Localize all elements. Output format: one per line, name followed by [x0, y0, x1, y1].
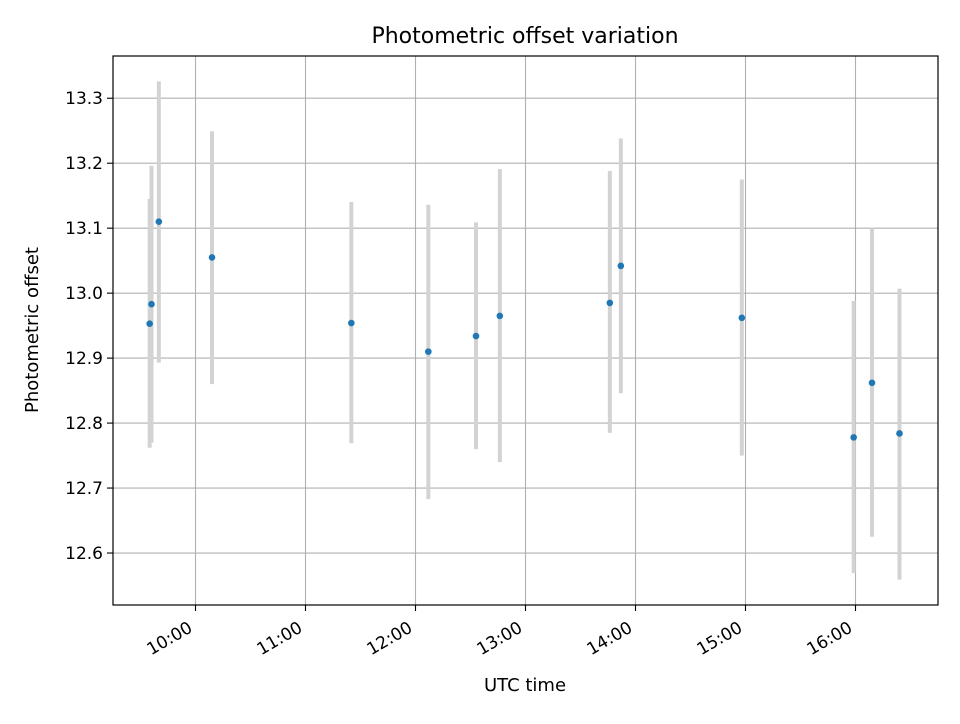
data-point — [896, 430, 903, 437]
y-tick-label: 12.9 — [65, 349, 103, 369]
y-tick-label: 13.2 — [65, 154, 103, 174]
data-point — [425, 348, 432, 355]
data-point — [738, 314, 746, 322]
y-tick-label: 12.7 — [65, 479, 103, 499]
data-point — [850, 434, 857, 441]
y-tick-label: 12.6 — [65, 544, 103, 564]
y-tick-label: 12.8 — [65, 414, 103, 434]
data-point — [496, 312, 504, 320]
data-points — [146, 218, 903, 441]
chart-title: Photometric offset variation — [371, 24, 678, 49]
y-tick-label: 13.1 — [65, 219, 103, 239]
y-tick-label: 13.0 — [65, 284, 103, 304]
x-axis-label: UTC time — [484, 675, 566, 696]
data-point — [148, 300, 155, 308]
grid — [113, 56, 938, 605]
data-point — [348, 319, 355, 327]
data-point — [155, 218, 163, 225]
y-axis: 12.6 12.7 12.8 12.9 13.0 13.1 13.2 13.3 — [65, 89, 113, 564]
data-point — [617, 262, 625, 270]
data-point — [868, 379, 876, 387]
data-point — [208, 254, 216, 261]
y-tick-label: 13.3 — [65, 89, 103, 109]
data-point — [146, 320, 153, 327]
data-point — [472, 332, 480, 340]
data-point — [606, 299, 614, 307]
y-axis-label: Photometric offset — [22, 247, 43, 413]
